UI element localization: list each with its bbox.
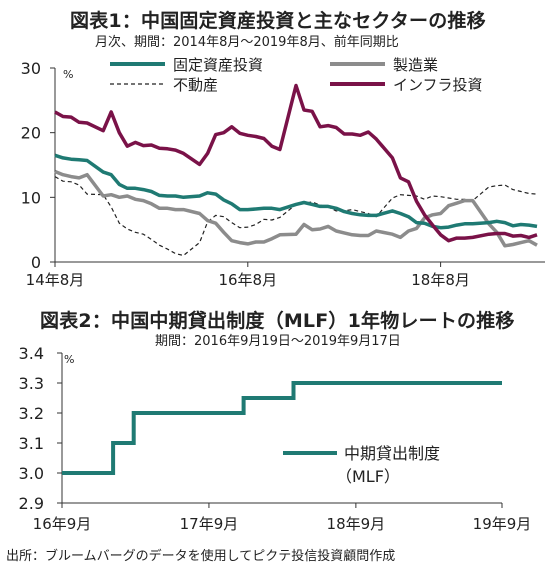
x-tick-label: 16年9月 xyxy=(33,515,92,533)
x-tick-label: 18年8月 xyxy=(411,271,470,289)
y-tick-label: 3.4 xyxy=(19,345,44,363)
chart2-title: 図表2：中国中期貸出制度（MLF）1年物レートの推移 xyxy=(40,310,515,332)
legend-label-mlf-abbr: （MLF） xyxy=(336,467,400,486)
legend-label-infrastructure: インフラ投資 xyxy=(393,76,483,94)
x-tick-label: 18年9月 xyxy=(327,515,386,533)
unit-label: % xyxy=(64,353,74,366)
legend-label-real-estate: 不動産 xyxy=(173,76,218,94)
source-note: 出所：ブルームバーグのデータを使用してピクテ投信投資顧問作成 xyxy=(6,549,396,564)
x-tick-label: 17年9月 xyxy=(180,515,239,533)
y-tick-label: 3.3 xyxy=(19,374,44,393)
legend-label-mlf: 中期貸出制度 xyxy=(344,444,440,463)
y-tick-label: 20 xyxy=(21,124,41,143)
y-tick-label: 3.1 xyxy=(19,434,44,453)
series-line-fixed-investment xyxy=(54,153,538,230)
y-tick-label: 30 xyxy=(21,59,41,78)
y-tick-label: 3.0 xyxy=(19,464,44,483)
chart2-subtitle: 期間：2016年9月19日～2019年9月17日 xyxy=(155,334,401,349)
unit-label: % xyxy=(63,68,73,81)
legend-label-manufacturing: 製造業 xyxy=(393,56,438,74)
series-line-manufacturing xyxy=(54,169,538,248)
series-line-real-estate xyxy=(54,176,538,257)
y-tick-label: 3.2 xyxy=(19,404,44,423)
series-line-mlf xyxy=(62,381,502,475)
x-tick-label: 19年9月 xyxy=(473,515,532,533)
x-tick-label: 14年8月 xyxy=(26,271,85,289)
chart1-title: 図表1：中国固定資産投資と主なセクターの推移 xyxy=(70,10,486,32)
y-tick-label: 0 xyxy=(31,253,41,272)
y-tick-label: 2.9 xyxy=(19,494,44,513)
chart2-plot: 2.9 3.0 3.1 3.2 3.3 3.4 % 16年9月 17年9月 18年9月 19年9月 中… xyxy=(19,345,532,533)
legend-label-fixed-investment: 固定資産投資 xyxy=(173,56,263,74)
chart1-subtitle: 月次、期間：2014年8月～2019年8月、前年同期比 xyxy=(95,35,399,50)
series-line-infrastructure xyxy=(54,83,538,243)
y-tick-label: 10 xyxy=(21,188,41,207)
x-tick-label: 16年8月 xyxy=(218,271,277,289)
